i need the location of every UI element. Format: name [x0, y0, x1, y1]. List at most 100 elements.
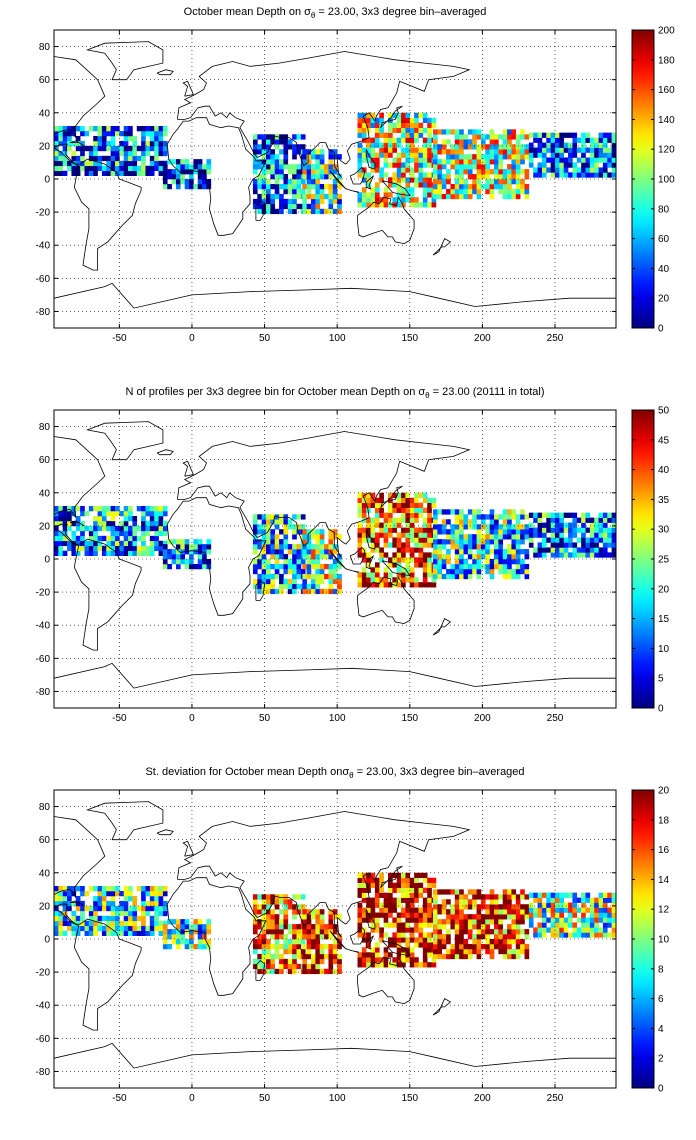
- heatmap-cell: [437, 568, 443, 575]
- heatmap-cell: [67, 545, 72, 552]
- heatmap-cell: [511, 134, 517, 140]
- heatmap-cell: [502, 953, 508, 960]
- heatmap-cell: [427, 117, 432, 124]
- heatmap-cell: [106, 140, 111, 147]
- heatmap-cell: [283, 179, 289, 185]
- heatmap-cell: [507, 914, 512, 920]
- heatmap-cell: [489, 519, 495, 525]
- heatmap-cell: [607, 172, 612, 178]
- heatmap-cell: [84, 550, 90, 556]
- heatmap-cell: [287, 568, 293, 575]
- heatmap-cell: [306, 953, 312, 960]
- heatmap-cell: [141, 895, 146, 902]
- heatmap-cell: [84, 160, 90, 167]
- heatmap-cell: [257, 953, 262, 960]
- heatmap-cell: [149, 535, 155, 542]
- heatmap-cell: [136, 126, 142, 132]
- heatmap-cell: [261, 144, 267, 150]
- heatmap-cell: [459, 188, 464, 195]
- heatmap-cell: [136, 525, 142, 532]
- heatmap-cell: [602, 527, 608, 533]
- heatmap-cell: [357, 577, 363, 583]
- heatmap-cell: [361, 152, 367, 158]
- heatmap-cell: [119, 545, 125, 552]
- heatmap-cell: [480, 169, 486, 175]
- heatmap-cell: [537, 547, 543, 553]
- heatmap-cell: [422, 957, 428, 963]
- heatmap-cell: [283, 134, 289, 140]
- heatmap-cell: [541, 552, 547, 558]
- coastline: [381, 560, 411, 577]
- heatmap-cell: [555, 172, 560, 178]
- heatmap-cell: [480, 539, 486, 545]
- heatmap-cell: [319, 544, 325, 550]
- heatmap-cell: [418, 172, 424, 178]
- heatmap-cell: [162, 559, 168, 565]
- heatmap-cell: [396, 142, 402, 148]
- heatmap-cell: [266, 963, 271, 970]
- heatmap-cell: [568, 152, 573, 158]
- heatmap-cell: [136, 506, 142, 512]
- heatmap-cell: [154, 155, 159, 162]
- heatmap-cell: [119, 900, 125, 907]
- heatmap-cell: [101, 886, 107, 892]
- heatmap-cell: [114, 915, 120, 922]
- heatmap-cell: [528, 917, 534, 923]
- heatmap-cell: [149, 915, 155, 922]
- heatmap-cell: [80, 140, 85, 147]
- heatmap-cell: [392, 507, 398, 513]
- heatmap-cell: [485, 534, 490, 540]
- heatmap-cell: [328, 958, 334, 965]
- heatmap-cell: [296, 904, 302, 910]
- heatmap-cell: [555, 527, 560, 533]
- heatmap-cell: [463, 948, 469, 955]
- heatmap-cell: [476, 943, 482, 950]
- x-tick-label: 150: [401, 1093, 418, 1104]
- heatmap-cell: [528, 142, 534, 148]
- heatmap-cell: [409, 962, 415, 968]
- heatmap-cell: [54, 135, 59, 142]
- heatmap-cell: [202, 549, 207, 555]
- heatmap-cell: [374, 567, 380, 573]
- heatmap-cell: [141, 150, 146, 157]
- heatmap-cell: [541, 147, 547, 153]
- heatmap-cell: [454, 924, 460, 930]
- heatmap-cell: [306, 539, 312, 545]
- coastline: [357, 196, 415, 245]
- heatmap-cell: [422, 937, 428, 943]
- heatmap-cell: [306, 919, 312, 925]
- heatmap-cell: [132, 540, 138, 547]
- heatmap-cell: [383, 907, 389, 913]
- heatmap-cell: [292, 514, 297, 520]
- heatmap-cell: [270, 193, 276, 200]
- heatmap-cell: [589, 902, 595, 908]
- heatmap-cell: [292, 559, 297, 565]
- heatmap-cell: [158, 165, 164, 172]
- heatmap-cell: [154, 145, 159, 152]
- heatmap-cell: [383, 957, 389, 963]
- heatmap-cell: [489, 149, 495, 155]
- heatmap-cell: [480, 154, 486, 160]
- heatmap-cell: [546, 137, 551, 143]
- heatmap-cell: [88, 925, 94, 932]
- heatmap-cell: [257, 524, 262, 530]
- heatmap-cell: [409, 547, 415, 553]
- heatmap-cell: [405, 137, 411, 143]
- heatmap-cell: [337, 203, 342, 210]
- heatmap-cell: [598, 932, 604, 938]
- heatmap-cell: [75, 915, 81, 922]
- heatmap-cell: [132, 160, 138, 167]
- heatmap-cell: [366, 882, 371, 888]
- heatmap-cell: [58, 530, 64, 537]
- heatmap-cell: [401, 567, 406, 573]
- heatmap-cell: [396, 137, 402, 143]
- heatmap-cell: [392, 937, 398, 943]
- heatmap-cell: [332, 588, 338, 595]
- heatmap-cell: [80, 165, 85, 172]
- heatmap-cell: [414, 197, 419, 203]
- heatmap-cell: [541, 932, 547, 938]
- heatmap-cell: [507, 134, 512, 140]
- heatmap-cell: [450, 573, 456, 580]
- heatmap-cell: [357, 582, 363, 588]
- heatmap-cell: [433, 193, 438, 200]
